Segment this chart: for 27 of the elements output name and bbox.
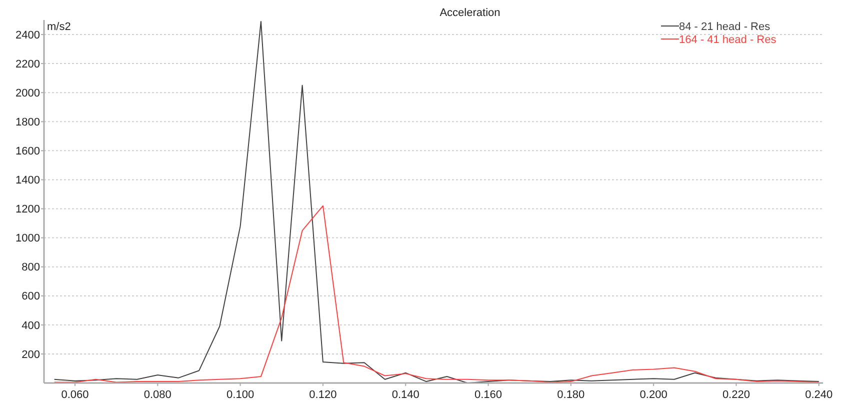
legend-label: 84 - 21 head - Res xyxy=(679,20,771,33)
y-axis-title: m/s2 xyxy=(47,21,71,33)
chart-title: Acceleration xyxy=(440,7,500,19)
y-tick-label: 600 xyxy=(22,290,40,303)
x-tick-label: 0.240 xyxy=(805,389,833,401)
y-tick-label: 1000 xyxy=(16,232,40,245)
x-tick-label: 0.120 xyxy=(309,389,337,401)
x-tick-label: 0.180 xyxy=(557,389,585,401)
y-tick-label: 1800 xyxy=(16,116,40,128)
y-tick-label: 2400 xyxy=(16,29,40,42)
x-tick-label: 0.160 xyxy=(474,389,502,401)
y-tick-label: 2000 xyxy=(16,87,40,100)
legend-label: 164 - 41 head - Res xyxy=(679,34,777,46)
y-tick-label: 1200 xyxy=(16,204,40,216)
line-series xyxy=(54,205,820,383)
y-tick-label: 1400 xyxy=(16,174,40,187)
x-tick-label: 0.220 xyxy=(722,389,750,401)
x-tick-label: 0.140 xyxy=(392,389,420,401)
y-tick-label: 800 xyxy=(22,262,40,274)
x-tick-label: 0.080 xyxy=(144,389,172,401)
y-tick-label: 400 xyxy=(22,320,40,332)
x-tick-label: 0.100 xyxy=(226,389,254,401)
y-tick-label: 200 xyxy=(22,348,40,361)
y-tick-label: 2200 xyxy=(16,58,40,70)
x-tick-label: 0.060 xyxy=(61,389,89,401)
x-tick-label: 0.200 xyxy=(640,389,668,401)
y-tick-label: 1600 xyxy=(16,146,40,158)
